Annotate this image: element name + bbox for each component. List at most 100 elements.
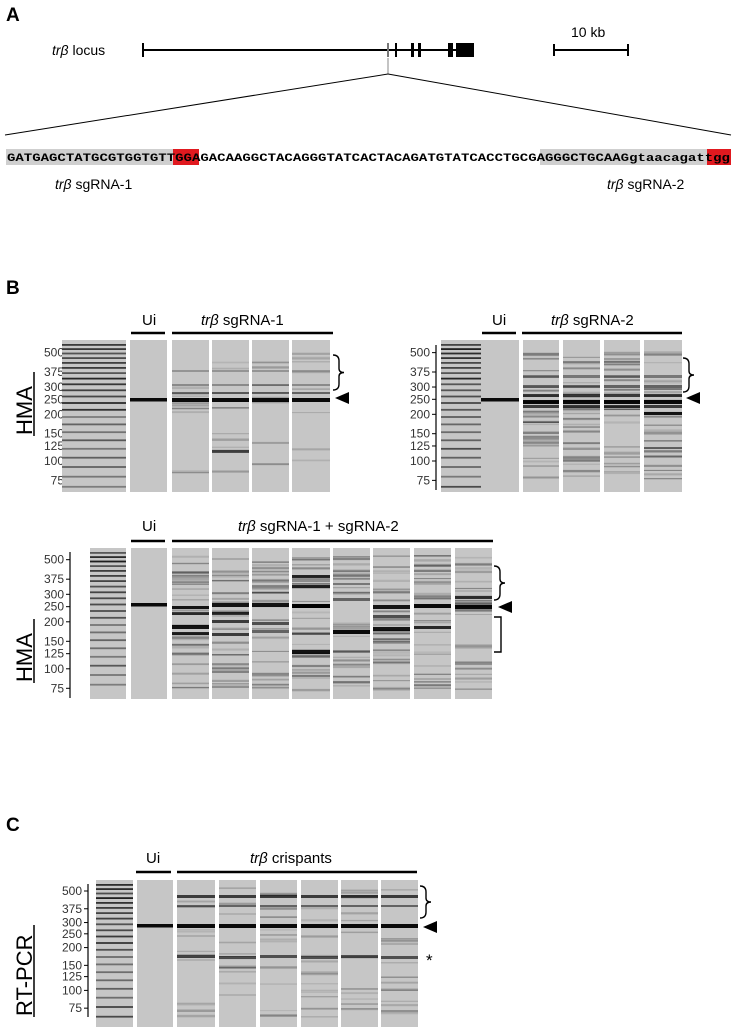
gel3-crispant-lane-8-smear [455,587,492,590]
gel3-crispant-lane-4-smear [292,617,330,619]
gelc-crispant-lane-1 [177,880,215,1027]
gel2-crispant-lane-3 [604,340,640,492]
gel2-crispant-lane-2-band-5 [563,375,600,378]
gelc-crispant-lane-2-band-2 [219,956,256,959]
gelc-crispant-lane-6-band-2 [381,956,418,959]
gel2-ladder-lane-rung-11 [441,395,507,398]
gel1-crispant-lane-3-band-3 [252,384,289,386]
gel3-crispant-lane-8-smear [455,608,492,612]
gel1-crispant-lane-4-band-3 [292,384,330,386]
gelc-ladder-lane-rung-21 [96,1015,133,1018]
gel3-crispant-lane-4-smear [292,632,330,635]
gel3-crispant-lane-7-smear [414,580,451,584]
gel1-crispant-lane-1-smear [172,472,209,474]
gel3-crispant-lane-2-smear [212,571,249,574]
gel1-ladder-lane-rung-1 [62,344,126,346]
gel1-axis-label-100: 100 [44,454,64,468]
gelc-crispant-lane-2-band-1 [219,924,256,928]
gel3-crispant-lane-4-smear [292,643,330,645]
gel2-crispant-lane-3-smear [604,408,640,411]
gel2-crispant-lane-4-smear [644,432,682,434]
gel3-crispant-lane-5-smear [333,622,370,625]
gel2-ladder-lane-rung-18 [441,447,507,450]
gel3-crispant-lane-1-smear [172,609,209,612]
gel3-crispant-lane-3-smear [252,619,289,622]
gel3-crispant-lane-5-smear [333,651,370,653]
gel3-crispant-lane-8-smear [455,556,492,559]
gel2-crispant-lane-4-smear [644,464,682,467]
gel3-crispant-lane-1-band-4 [172,632,209,635]
gel3-crispant-lane-5-band-2 [333,598,370,601]
gel3-crispant-lane-6-smear [373,572,410,574]
gel3-crispant-lane-3-smear [252,573,289,576]
gel3-crispant-lane-3-smear [252,585,289,587]
gel2-crispant-lane-3-smear [604,360,640,364]
gel2-crispant-lane-1-smear [523,376,559,378]
gel3-crispant-lane-4-band-3 [292,585,330,588]
gel3-crispant-lane-2-smear [212,570,249,573]
gel1-axis-label-75: 75 [51,473,65,487]
gel1-ui-lane [130,340,167,492]
gel2-crispant-lane-1-smear [523,421,559,424]
gel3-crispant-lane-7-smear [414,612,451,615]
gel3-crispant-lane-2-smear [212,628,249,630]
gel1-heteroduplex-brace [332,354,345,391]
gelc-ladder-lane-rung-3 [96,892,133,895]
gel1-crispant-lane-2-smear [212,361,249,364]
gelc-ladder-lane-rung-1 [96,884,133,886]
gelc-crispant-lane-4-smear [301,989,338,991]
gel2-crispant-lane-1-band-3 [523,405,559,408]
gel3-crispant-lane-6-smear [373,579,410,582]
gel3-crispant-lane-6-band-2 [373,627,410,631]
gel3-crispant-lane-1-smear [172,594,209,596]
gelc-crispant-lane-5-band-1 [341,924,378,928]
gel1-crispant-lane-4-smear [292,388,330,390]
gel3-crispant-lane-5-smear [333,626,370,628]
gelc-crispant-lane-6-smear [381,981,418,984]
gel3-crispant-lane-2-smear [212,667,249,669]
gel3-crispant-lane-2-smear [212,654,249,656]
gel1-crispant-lane-2-bg [212,340,249,492]
gel2-crispant-lane-1-smear [523,436,559,439]
gel3-crispant-lane-1-smear [172,579,209,581]
gelc-crispant-lane-6-smear [381,939,418,942]
gel2-crispant-lane-1-smear [523,431,559,434]
gel1-ladder-lane-rung-8 [62,377,126,380]
gelc-crispant-lane-2-smear [219,994,256,996]
gel3-crispant-lane-2-band-3 [212,620,249,623]
gel1-ladder-lane-rung-20 [62,466,126,468]
gel3-crispant-lane-4-band-4 [292,650,330,654]
gelc-ui-label: Ui [146,850,160,867]
gel3-crispant-lane-1-smear [172,555,209,558]
gelc-crispant-lane-6-smear [381,1004,418,1007]
gelc-crispant-lane-6 [381,880,418,1027]
gel3-crispant-lane-3-smear [252,683,289,686]
gel2-crispant-lane-4-band-2 [644,394,682,397]
gel3-crispant-lane-5-smear [333,591,370,595]
gel1-crispant-lane-3-bg [252,340,289,492]
gel3-crispant-lane-1-smear [172,576,209,579]
exon-5 [448,43,453,57]
gel3-crispant-lane-6 [373,548,410,699]
gelc-crispant-lane-5-band-4 [341,905,378,907]
gel3-ladder-lane-rung-14 [90,624,126,626]
gel3-crispant-lane-1-smear [172,638,209,641]
gel3-crispant-lane-4-smear [292,580,330,582]
gel3-crispant-lane-1-smear [172,644,209,646]
gel2-crispant-lane-4-smear [644,430,682,433]
gel2-crispant-lane-1-smear [523,370,559,372]
gel3-crispant-lane-5-smear [333,577,370,580]
gel2-axis-label-125: 125 [410,439,430,453]
gel1-ui-label: Ui [142,312,156,329]
gelc-ladder-lane-rung-10 [96,929,133,932]
gelc-crispant-lane-2-band-4 [219,905,256,907]
gelc-ladder-lane-rung-5 [96,902,133,904]
gel3-axis-label-200: 200 [44,615,64,629]
gel2-ladder-lane-rung-7 [441,372,507,374]
gel2-crispant-lane-2-band-2 [563,394,600,397]
gel3-crispant-lane-5-smear [333,563,370,566]
gel1-crispant-lane-3-band-1 [252,398,289,402]
gel3-ladder-lane-rung-5 [90,570,126,572]
gel3-crispant-lane-3-smear [252,628,289,630]
